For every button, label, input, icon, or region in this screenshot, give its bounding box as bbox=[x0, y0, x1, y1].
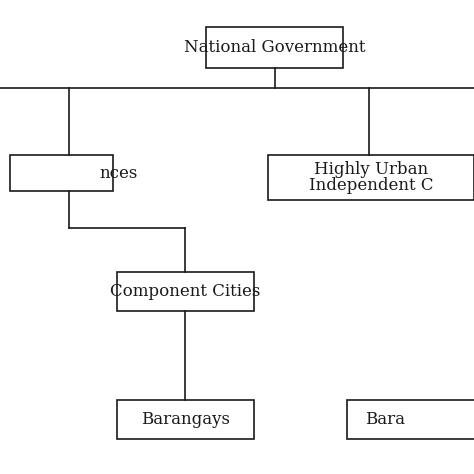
FancyBboxPatch shape bbox=[10, 155, 113, 191]
Text: Highly Urban: Highly Urban bbox=[314, 161, 428, 178]
FancyBboxPatch shape bbox=[347, 400, 474, 439]
FancyBboxPatch shape bbox=[117, 400, 254, 439]
FancyBboxPatch shape bbox=[268, 155, 474, 200]
Text: Independent C: Independent C bbox=[309, 177, 433, 194]
FancyBboxPatch shape bbox=[117, 272, 254, 311]
Text: National Government: National Government bbox=[184, 39, 365, 56]
FancyBboxPatch shape bbox=[206, 27, 344, 67]
Text: Barangays: Barangays bbox=[141, 411, 230, 428]
Text: Component Cities: Component Cities bbox=[110, 283, 261, 300]
Text: Bara: Bara bbox=[365, 411, 405, 428]
Text: nces: nces bbox=[100, 164, 138, 182]
